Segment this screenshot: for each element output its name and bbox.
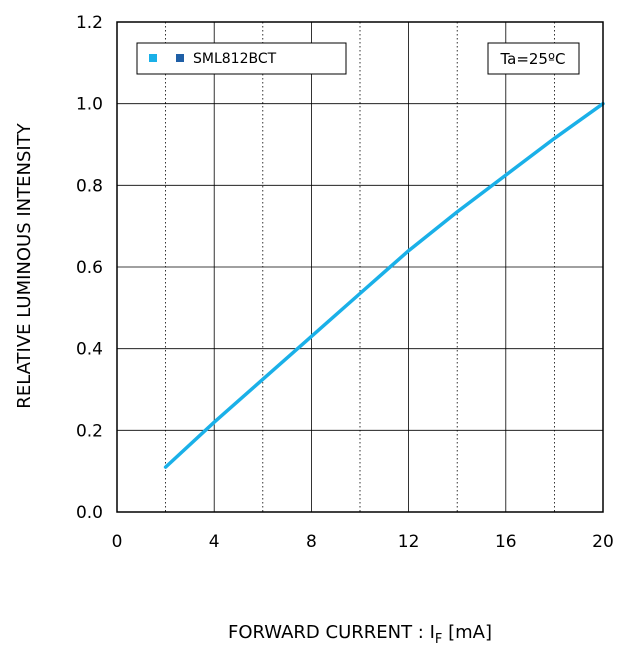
y-tick-label: 0.8: [76, 176, 103, 196]
condition-label: Ta=25ºC: [499, 50, 565, 68]
x-axis-title-unit: [mA]: [442, 622, 492, 643]
y-tick-label: 1.0: [76, 95, 103, 115]
x-tick-label: 20: [592, 532, 614, 552]
legend-box: [136, 42, 347, 75]
condition-box: [487, 42, 580, 75]
x-axis-title-main: FORWARD CURRENT : I: [228, 622, 435, 643]
legend-marker-light: [149, 54, 157, 62]
plot-border: [116, 21, 604, 513]
x-tick-label: 16: [495, 532, 517, 552]
series-layer: [163, 101, 605, 469]
x-tick-labels: 0 4 8 12 16 20: [112, 532, 614, 552]
x-tick-label: 12: [398, 532, 420, 552]
condition-annotation: Ta=25ºC: [487, 42, 580, 75]
y-tick-labels: 0.0 0.2 0.4 0.6 0.8 1.0 1.2: [76, 13, 103, 523]
series-line-sml812bct: [163, 101, 605, 469]
x-tick-label: 8: [306, 532, 317, 552]
y-tick-label: 0.4: [76, 340, 103, 360]
y-tick-label: 1.2: [76, 13, 103, 33]
legend-series-label: SML812BCT: [193, 51, 277, 67]
y-tick-label: 0.2: [76, 421, 103, 441]
horizontal-gridlines: [117, 103, 603, 431]
legend: SML812BCT: [136, 42, 347, 75]
y-tick-label: 0.0: [76, 503, 103, 523]
y-tick-label: 0.6: [76, 258, 103, 278]
x-axis-title-subscript: F: [435, 632, 442, 647]
y-axis-title: RELATIVE LUMINOUS INTENSITY: [14, 122, 35, 408]
x-tick-label: 4: [209, 532, 220, 552]
legend-marker-dark: [176, 54, 184, 62]
x-axis-title: FORWARD CURRENT : IF [mA]: [228, 622, 492, 647]
x-tick-label: 0: [112, 532, 123, 552]
